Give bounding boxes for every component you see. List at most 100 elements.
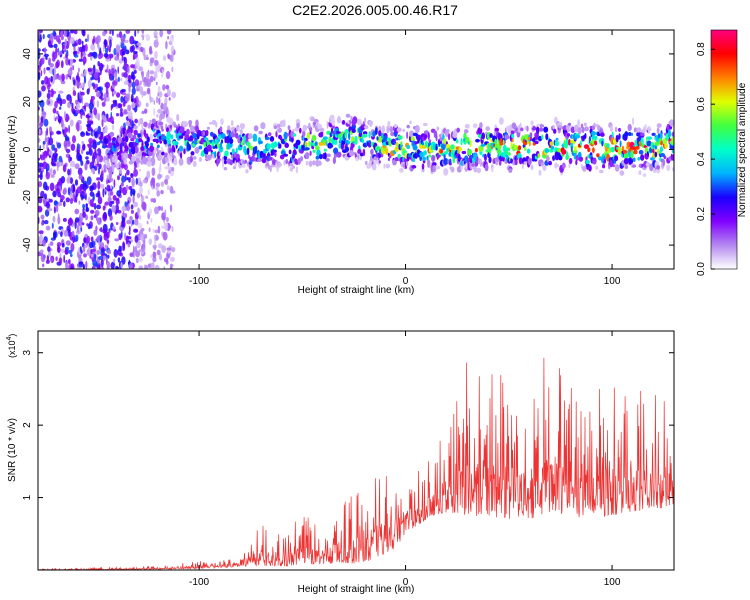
figure-title: C2E2.2026.005.00.46.R17 — [292, 2, 458, 18]
heatmap-noise-cell — [93, 138, 95, 143]
heatmap-noise-cell — [163, 266, 166, 269]
heatmap-cell — [656, 123, 662, 128]
heatmap-noise-cell — [169, 204, 173, 213]
heatmap-noise-cell — [45, 259, 50, 264]
heatmap-cell — [168, 117, 174, 125]
heatmap-noise-cell — [121, 35, 126, 44]
heatmap-cell — [669, 119, 674, 127]
heatmap-cell — [479, 122, 483, 129]
heatmap-noise-cell — [98, 256, 104, 260]
heatmap-noise-cell — [121, 92, 127, 96]
heatmap-noise-cell — [152, 244, 157, 249]
heatmap-cell — [539, 127, 544, 132]
heatmap-noise-cell — [164, 209, 167, 218]
heatmap-noise-cell — [75, 109, 80, 114]
heatmap-noise-cell — [108, 177, 114, 182]
heatmap-noise-cell — [80, 160, 84, 166]
heatmap-noise-cell — [60, 176, 66, 184]
heatmap-noise-cell — [127, 65, 130, 74]
heatmap-cell — [317, 160, 322, 166]
heatmap-noise-cell — [90, 249, 93, 256]
heatmap-cell — [160, 125, 164, 130]
heatmap-cell — [211, 140, 214, 148]
heatmap-cell — [241, 140, 244, 146]
heatmap-noise-cell — [115, 222, 119, 225]
heatmap-noise-cell — [38, 48, 41, 52]
heatmap-noise-cell — [48, 137, 54, 146]
heatmap-cell — [511, 138, 514, 143]
heatmap-cell — [534, 140, 539, 145]
heatmap-noise-cell — [159, 30, 164, 38]
heatmap-noise-cell — [76, 82, 82, 86]
heatmap-cell — [344, 146, 349, 153]
heatmap-cell — [375, 145, 381, 151]
heatmap-cell — [112, 137, 117, 142]
heatmap-noise-cell — [162, 84, 166, 91]
heatmap-noise-cell — [150, 262, 155, 269]
heatmap-noise-cell — [48, 77, 51, 85]
heatmap-noise-cell — [44, 76, 49, 85]
heatmap-cell — [642, 173, 647, 177]
heatmap-noise-cell — [141, 124, 144, 129]
heatmap-noise-cell — [120, 77, 123, 82]
heatmap-noise-cell — [120, 41, 125, 49]
heatmap-cell — [283, 131, 288, 140]
heatmap-noise-cell — [46, 201, 50, 206]
heatmap-noise-cell — [125, 184, 129, 191]
heatmap-cell — [495, 161, 499, 166]
heatmap-noise-cell — [62, 44, 65, 50]
heatmap-noise-cell — [57, 230, 61, 235]
heatmap-cell — [558, 125, 563, 129]
heatmap-cell — [579, 140, 582, 147]
heatmap-noise-cell — [123, 157, 127, 165]
heatmap-cell — [230, 120, 234, 127]
heatmap-noise-cell — [49, 182, 55, 192]
heatmap-cell — [644, 124, 647, 129]
heatmap-cell — [292, 128, 295, 133]
heatmap-cell — [640, 137, 644, 145]
heatmap-cell — [188, 120, 192, 128]
heatmap-noise-cell — [86, 235, 91, 244]
heatmap-cell — [452, 156, 456, 164]
heatmap-noise-cell — [131, 120, 134, 128]
heatmap-noise-cell — [111, 164, 115, 173]
heatmap-cell — [125, 121, 130, 127]
heatmap-noise-cell — [90, 236, 94, 242]
heatmap-cell — [133, 125, 138, 130]
heatmap-cell — [548, 160, 552, 166]
heatmap-noise-cell — [87, 53, 92, 58]
heatmap-noise-cell — [123, 45, 127, 52]
heatmap-cell — [378, 130, 382, 137]
heatmap-cell — [422, 122, 428, 127]
heatmap-noise-cell — [65, 74, 68, 80]
heatmap-noise-cell — [88, 87, 90, 93]
heatmap-cell — [217, 138, 221, 143]
heatmap-cell — [222, 160, 225, 168]
heatmap-cell — [122, 127, 127, 135]
heatmap-cell — [283, 153, 289, 157]
heatmap-cell — [484, 163, 489, 172]
heatmap-noise-cell — [87, 33, 90, 43]
heatmap-cell — [530, 164, 534, 170]
heatmap-noise-cell — [50, 75, 53, 83]
heatmap-noise-cell — [129, 252, 134, 257]
heatmap-cell — [295, 166, 299, 174]
heatmap-cell — [218, 135, 222, 140]
x-tick-label: 100 — [604, 577, 621, 588]
heatmap-noise-cell — [154, 234, 156, 242]
heatmap-noise-cell — [40, 253, 46, 263]
heatmap-cell — [371, 163, 377, 171]
heatmap-noise-cell — [70, 30, 75, 34]
heatmap-noise-cell — [161, 206, 163, 212]
heatmap-cell — [489, 133, 493, 139]
heatmap-noise-cell — [81, 40, 84, 45]
heatmap-cell — [170, 134, 174, 140]
heatmap-noise-cell — [57, 201, 63, 207]
heatmap-noise-cell — [154, 229, 158, 234]
heatmap-noise-cell — [52, 30, 57, 37]
heatmap-cell — [299, 127, 302, 134]
heatmap-noise-cell — [98, 140, 104, 144]
heatmap-noise-cell — [38, 128, 41, 135]
heatmap-noise-cell — [127, 242, 131, 248]
heatmap-noise-cell — [89, 109, 93, 114]
